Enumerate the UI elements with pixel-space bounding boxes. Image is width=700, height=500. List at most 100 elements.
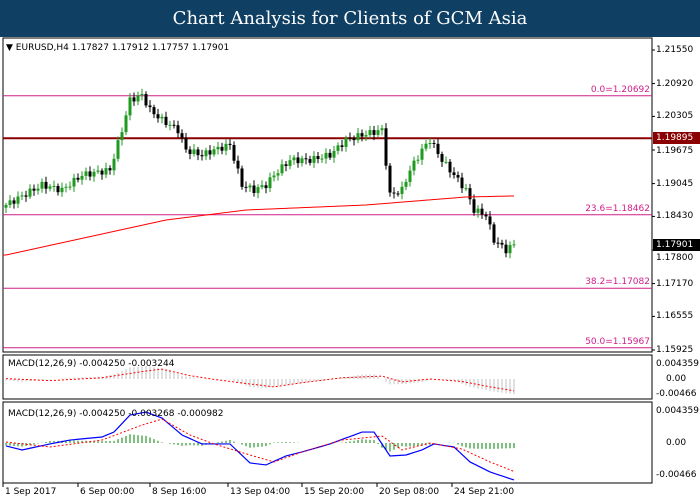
price-axis-label: 1.20920 (656, 78, 694, 89)
candle-bull (508, 245, 512, 254)
candle-bear (456, 175, 460, 178)
price-axis-label: 1.20305 (656, 111, 694, 122)
candle-bear (220, 146, 224, 151)
symbol-header-text: EURUSD,H4 1.17827 1.17912 1.17757 1.1790… (15, 43, 230, 53)
candle-bull (80, 175, 84, 180)
candle-bull (216, 146, 220, 150)
time-axis-label: 20 Sep 08:00 (379, 487, 440, 497)
candle-bull (104, 168, 108, 175)
candle-bear (452, 172, 456, 176)
candle-bear (304, 158, 308, 160)
candle-bear (352, 138, 356, 141)
candle-bear (144, 93, 148, 106)
candle-bull (52, 185, 56, 187)
candle-bull (400, 186, 404, 194)
candle-bull (68, 186, 72, 188)
current-price-tag: 1.17901 (653, 238, 700, 251)
candle-bear (296, 157, 300, 164)
candle-bear (228, 143, 232, 145)
candle-bear (468, 188, 472, 200)
macd2-main-line (5, 411, 515, 481)
candle-bull (444, 161, 448, 163)
candle-bull (28, 188, 32, 197)
candle-bull (64, 186, 68, 188)
candle-bear (348, 137, 352, 139)
macd1-label: MACD(12,26,9) -0.004250 -0.003244 (8, 359, 175, 369)
candle-bull (376, 130, 380, 135)
candle-bull (288, 160, 292, 166)
candle-bear (76, 177, 80, 180)
symbol-header: ▼ EURUSD,H4 1.17827 1.17912 1.17757 1.17… (6, 43, 230, 53)
candle-bull (428, 143, 432, 145)
candle-bull (320, 158, 324, 160)
candle-bear (264, 185, 268, 189)
candle-bull (356, 133, 360, 141)
candle-bear (448, 161, 452, 173)
candle-bull (512, 244, 516, 246)
candle-bear (152, 107, 156, 115)
time-axis-label: 8 Sep 16:00 (152, 487, 207, 497)
candle-bull (312, 156, 316, 163)
candle-bull (84, 171, 88, 176)
candle-bear (156, 114, 160, 119)
candle-bear (44, 181, 48, 189)
candle-bear (188, 149, 192, 154)
fib-label: 0.0=1.20692 (590, 84, 650, 95)
candle-bear (32, 188, 36, 191)
page-title: Chart Analysis for Clients of GCM Asia (0, 0, 700, 37)
candle-bear (196, 149, 200, 156)
candle-bear (208, 150, 212, 155)
fib-label: 50.0=1.15967 (585, 336, 650, 347)
candle-bear (24, 195, 28, 197)
candle-bear (148, 105, 152, 108)
candle-bear (172, 124, 176, 126)
candle-bear (396, 193, 400, 195)
candle-bear (392, 192, 396, 194)
candle-bull (420, 148, 424, 160)
candle-bull (8, 200, 12, 205)
candle-bull (272, 175, 276, 178)
macd1-axis-bottom: -0.00466 (656, 389, 697, 399)
candle-bull (112, 158, 116, 171)
candle-bull (412, 160, 416, 171)
time-axis-label: 13 Sep 04:00 (230, 487, 291, 497)
candle-bear (500, 242, 504, 245)
price-axis-label: 1.18430 (656, 211, 694, 222)
candle-bull (380, 128, 384, 131)
macd2-label: MACD(12,26,9) -0.004250 -0.003268 -0.000… (8, 409, 224, 419)
resistance-tag: 1.19895 (653, 132, 700, 145)
candle-bear (388, 165, 392, 193)
candle-bull (20, 195, 24, 197)
candle-bear (56, 185, 60, 193)
candle-bear (492, 224, 496, 243)
fib-label: 23.6=1.18462 (585, 203, 650, 214)
candle-bear (184, 138, 188, 150)
price-axis-label: 1.19675 (656, 146, 694, 157)
price-axis-label: 1.15925 (656, 344, 694, 355)
candle-bear (484, 214, 488, 217)
candle-bear (176, 125, 180, 134)
candle-bear (316, 156, 320, 160)
candle-bull (292, 157, 296, 161)
candle-bull (36, 188, 40, 191)
candle-bear (108, 168, 112, 171)
macd2-axis-zero: 0.00 (666, 438, 687, 448)
candle-bear (88, 171, 92, 177)
candle-bear (328, 152, 332, 158)
candle-bull (124, 115, 128, 133)
candle-bear (308, 159, 312, 163)
candle-bear (132, 97, 136, 102)
candle-bear (372, 130, 376, 135)
candle-bull (476, 208, 480, 213)
time-axis-label: 15 Sep 20:00 (304, 487, 365, 497)
macd1-axis-zero: 0.00 (666, 374, 687, 384)
candle-bull (408, 170, 412, 182)
candle-bull (120, 132, 124, 141)
candle-bull (40, 181, 44, 189)
candle-bear (460, 177, 464, 189)
candle-bull (204, 150, 208, 157)
candle-bull (116, 140, 120, 159)
candle-bull (280, 164, 284, 174)
candle-bull (212, 149, 216, 155)
